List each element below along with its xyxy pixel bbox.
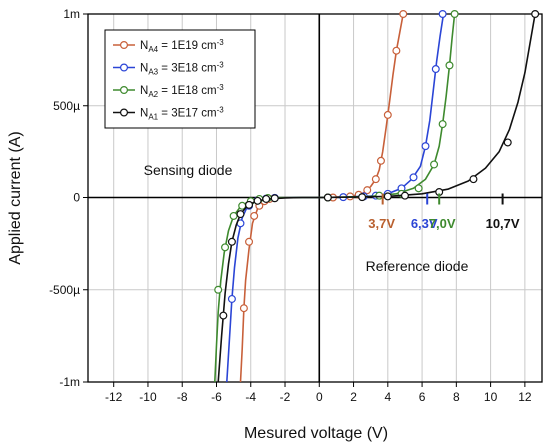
data-point	[414, 184, 423, 193]
data-point	[229, 211, 238, 220]
y-axis-title: Applied current (A)	[7, 131, 24, 264]
legend-label: NA4 = 1E19 cm-3	[140, 38, 224, 54]
breakdown-label: 7,0V	[429, 216, 456, 231]
breakdown-label: 6,3V	[411, 216, 438, 231]
data-point	[245, 200, 254, 209]
x-tick-label: -10	[139, 390, 157, 404]
x-tick-label: -12	[105, 390, 123, 404]
data-point	[358, 193, 367, 202]
data-point	[323, 193, 332, 202]
data-point	[445, 61, 454, 70]
data-point	[214, 285, 223, 294]
legend-marker	[119, 108, 128, 117]
x-tick-label: 0	[316, 390, 323, 404]
y-tick-label: 1m	[63, 7, 80, 21]
legend-marker	[119, 63, 128, 72]
x-tick-label: -8	[177, 390, 188, 404]
data-point	[431, 65, 440, 74]
x-tick-label: -6	[211, 390, 222, 404]
legend-box	[104, 29, 256, 129]
y-tick-label: -1m	[59, 375, 80, 389]
x-tick-label: 8	[453, 390, 460, 404]
data-point	[450, 10, 459, 19]
data-point	[236, 210, 245, 219]
breakdown-label: 10,7V	[486, 216, 520, 231]
x-tick-label: 10	[484, 390, 498, 404]
legend-label: NA2 = 1E18 cm-3	[140, 83, 224, 99]
data-point	[400, 191, 409, 200]
x-tick-label: -2	[280, 390, 291, 404]
data-point	[469, 175, 478, 184]
data-point	[421, 142, 430, 151]
data-point	[376, 156, 385, 165]
x-axis-title: Mesured voltage (V)	[244, 425, 388, 442]
legend-item: NA1 = 3E17 cm-3	[113, 106, 224, 122]
x-tick-label: 4	[384, 390, 391, 404]
x-tick-label: 6	[419, 390, 426, 404]
legend-label: NA1 = 3E17 cm-3	[140, 106, 224, 122]
data-point	[430, 160, 439, 169]
x-tick-label: -4	[245, 390, 256, 404]
breakdown-label: 3,7V	[368, 216, 395, 231]
series-a1	[217, 10, 540, 383]
legend-item: NA2 = 1E18 cm-3	[113, 83, 224, 99]
data-point	[262, 194, 271, 203]
y-tick-label: 0	[73, 191, 80, 205]
annotations: Sensing diode Reference diode 3,7V 6,3V7,…	[144, 162, 520, 274]
data-point	[409, 173, 418, 182]
legend-marker	[119, 40, 128, 49]
y-tick-label: 500µ	[53, 99, 80, 113]
data-point	[438, 120, 447, 129]
data-point	[221, 243, 230, 252]
data-point	[227, 294, 236, 303]
legend-item: NA3 = 3E18 cm-3	[113, 61, 224, 77]
data-point	[375, 191, 384, 200]
data-point	[239, 304, 248, 313]
data-point	[392, 46, 401, 55]
data-point	[219, 311, 228, 320]
reference-diode-label: Reference diode	[366, 258, 469, 274]
data-point	[371, 175, 380, 184]
data-point	[383, 192, 392, 201]
data-point	[250, 211, 259, 220]
x-tick-label: 12	[518, 390, 532, 404]
data-point	[253, 196, 262, 205]
data-point	[531, 10, 540, 19]
x-tick-label: 2	[350, 390, 357, 404]
series-group	[214, 10, 540, 383]
data-point	[383, 110, 392, 119]
data-point	[363, 186, 372, 195]
sensing-diode-label: Sensing diode	[144, 162, 233, 178]
data-point	[399, 10, 408, 19]
legend-item: NA4 = 1E19 cm-3	[113, 38, 224, 54]
data-point	[438, 10, 447, 19]
axes: -12 -10 -8 -6 -4 -2 0 2 4 6 8 10 12 1m 500µ 0 -500µ -1m	[49, 7, 543, 404]
data-point	[270, 194, 279, 203]
y-tick-label: -500µ	[49, 283, 80, 297]
data-point	[245, 237, 254, 246]
legend: NA4 = 1E19 cm-3 NA3 = 3E18 cm-3 NA2 = 1E18…	[104, 29, 256, 129]
legend-label: NA3 = 3E18 cm-3	[140, 61, 224, 77]
data-point	[503, 138, 512, 147]
data-point	[227, 237, 236, 246]
legend-marker	[119, 85, 128, 94]
